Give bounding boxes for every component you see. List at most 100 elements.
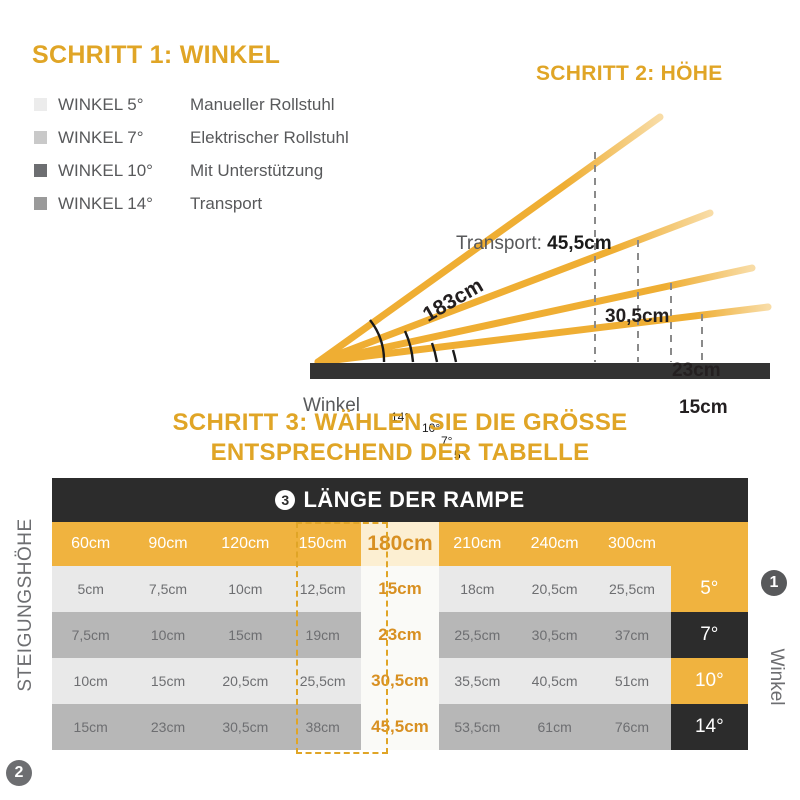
column-header-60cm[interactable]: 60cm bbox=[52, 522, 130, 566]
legend-desc-label: Mit Unterstützung bbox=[190, 160, 324, 180]
table-row: 7,5cm 10cm 15cm 19cm 23cm 25,5cm 30,5cm … bbox=[52, 612, 748, 658]
column-header-angle-spacer bbox=[670, 522, 748, 566]
cell: 51cm bbox=[593, 658, 671, 704]
table-title-cell: 3 LÄNGE DER RAMPE bbox=[52, 478, 748, 522]
step1-title: SCHRITT 1: WINKEL bbox=[32, 41, 281, 69]
column-header-300cm[interactable]: 300cm bbox=[593, 522, 671, 566]
cell: 7,5cm bbox=[129, 566, 207, 612]
angle-mark-7deg: 7° bbox=[441, 434, 453, 448]
cell: 18cm bbox=[438, 566, 516, 612]
cell: 61cm bbox=[515, 704, 594, 750]
legend-desc-label: Elektrischer Rollstuhl bbox=[190, 127, 349, 147]
cell: 10cm bbox=[206, 566, 284, 612]
ground-bar bbox=[310, 363, 770, 379]
legend-angle-label: WINKEL 7° bbox=[58, 127, 144, 147]
cell: 76cm bbox=[593, 704, 671, 750]
cell: 35,5cm bbox=[438, 658, 516, 704]
height-label-30cm: 30,5cm bbox=[605, 306, 670, 327]
step2-title: SCHRITT 2: HÖHE bbox=[536, 62, 723, 85]
cell: 7,5cm bbox=[52, 612, 130, 658]
cell: 20,5cm bbox=[206, 658, 284, 704]
step3-title-line1: SCHRITT 3: WÄHLEN SIE DIE GRÖSSE bbox=[172, 409, 628, 436]
row-angle-badge-10deg: 10° bbox=[670, 658, 748, 704]
cell: 15cm bbox=[52, 704, 130, 750]
table-title-text: LÄNGE DER RAMPE bbox=[303, 487, 525, 512]
legend-desc-label: Transport bbox=[190, 193, 263, 213]
table-row: 15cm 23cm 30,5cm 38cm 45,5cm 53,5cm 61cm… bbox=[52, 704, 748, 750]
legend-swatch-10deg bbox=[34, 164, 47, 177]
legend-angle-label: WINKEL 14° bbox=[58, 193, 153, 213]
cell-selected: 15cm bbox=[361, 566, 439, 612]
cell: 25,5cm bbox=[283, 658, 362, 704]
row-angle-badge-14deg: 14° bbox=[670, 704, 748, 750]
cell-selected: 45,5cm bbox=[361, 704, 439, 750]
cell: 15cm bbox=[129, 658, 207, 704]
left-axis-steigungshoehe: STEIGUNGSHÖHE bbox=[6, 476, 46, 796]
legend-item: WINKEL 7° Elektrischer Rollstuhl bbox=[34, 121, 424, 154]
ramp-diagram-svg bbox=[310, 113, 772, 379]
arc-10deg bbox=[403, 330, 415, 363]
cell: 30,5cm bbox=[206, 704, 284, 750]
cell: 38cm bbox=[283, 704, 362, 750]
ramp-angle-diagram: Transport: 45,5cm 30,5cm 23cm 15cm 183cm… bbox=[0, 100, 800, 462]
winkel-annotation-label: Winkel bbox=[303, 395, 361, 416]
cell: 37cm bbox=[593, 612, 671, 658]
cell: 15cm bbox=[206, 612, 284, 658]
cell: 10cm bbox=[52, 658, 130, 704]
step-badge-1: 1 bbox=[761, 570, 787, 596]
arc-14deg bbox=[369, 319, 386, 363]
step3-title: SCHRITT 3: WÄHLEN SIE DIE GRÖSSE ENTSPRE… bbox=[52, 408, 748, 468]
angle-mark-10deg: 10° bbox=[422, 421, 441, 435]
arc-5deg bbox=[451, 349, 458, 363]
cell-selected: 23cm bbox=[361, 612, 439, 658]
legend-swatch-5deg bbox=[34, 98, 47, 111]
table-title-row: 3 LÄNGE DER RAMPE bbox=[52, 478, 748, 522]
cell: 12,5cm bbox=[283, 566, 362, 612]
cell: 53,5cm bbox=[438, 704, 516, 750]
cell: 40,5cm bbox=[515, 658, 594, 704]
cell: 25,5cm bbox=[438, 612, 516, 658]
arc-7deg bbox=[430, 342, 439, 363]
cell-selected: 30,5cm bbox=[361, 658, 439, 704]
legend-item: WINKEL 5° Manueller Rollstuhl bbox=[34, 88, 424, 121]
angle-legend: WINKEL 5° Manueller Rollstuhl WINKEL 7° … bbox=[34, 88, 424, 220]
transport-height-label: Transport: 45,5cm bbox=[456, 233, 612, 254]
table-row: 10cm 15cm 20,5cm 25,5cm 30,5cm 35,5cm 40… bbox=[52, 658, 748, 704]
column-header-120cm[interactable]: 120cm bbox=[206, 522, 284, 566]
ray-7deg bbox=[314, 264, 756, 366]
row-angle-badge-5deg: 5° bbox=[670, 566, 748, 612]
table-header-row: 60cm 90cm 120cm 150cm 180cm 210cm 240cm … bbox=[52, 522, 748, 566]
legend-swatch-14deg bbox=[34, 197, 47, 210]
column-header-240cm[interactable]: 240cm bbox=[515, 522, 594, 566]
step3-title-line2: ENTSPRECHEND DER TABELLE bbox=[210, 439, 590, 466]
column-header-150cm[interactable]: 150cm bbox=[283, 522, 362, 566]
height-label-15cm: 15cm bbox=[679, 397, 728, 418]
ray-10deg bbox=[314, 209, 714, 366]
ray-5deg bbox=[314, 303, 772, 366]
column-header-90cm[interactable]: 90cm bbox=[129, 522, 207, 566]
legend-angle-label: WINKEL 5° bbox=[58, 94, 144, 114]
row-angle-badge-7deg: 7° bbox=[670, 612, 748, 658]
column-header-180cm-selected[interactable]: 180cm bbox=[361, 522, 439, 566]
left-axis-badge-wrapper: 2 bbox=[6, 760, 32, 786]
angle-mark-14deg: 14° bbox=[391, 410, 410, 424]
right-axis-winkel: 1 Winkel bbox=[756, 570, 796, 780]
legend-item: WINKEL 14° Transport bbox=[34, 187, 424, 220]
column-header-210cm[interactable]: 210cm bbox=[438, 522, 516, 566]
legend-item: WINKEL 10° Mit Unterstützung bbox=[34, 154, 424, 187]
ray-14deg bbox=[314, 113, 664, 366]
cell: 20,5cm bbox=[515, 566, 594, 612]
cell: 5cm bbox=[52, 566, 130, 612]
step-badge-2: 2 bbox=[6, 760, 32, 786]
step-badge-3: 3 bbox=[275, 490, 296, 510]
cell: 25,5cm bbox=[593, 566, 671, 612]
legend-angle-label: WINKEL 10° bbox=[58, 160, 153, 180]
legend-desc-label: Manueller Rollstuhl bbox=[190, 94, 335, 114]
height-label-23cm: 23cm bbox=[672, 360, 721, 381]
cell: 10cm bbox=[129, 612, 207, 658]
cell: 19cm bbox=[283, 612, 362, 658]
legend-swatch-7deg bbox=[34, 131, 47, 144]
cell: 30,5cm bbox=[515, 612, 594, 658]
angle-mark-5deg: 5° bbox=[454, 448, 466, 462]
cell: 23cm bbox=[129, 704, 207, 750]
